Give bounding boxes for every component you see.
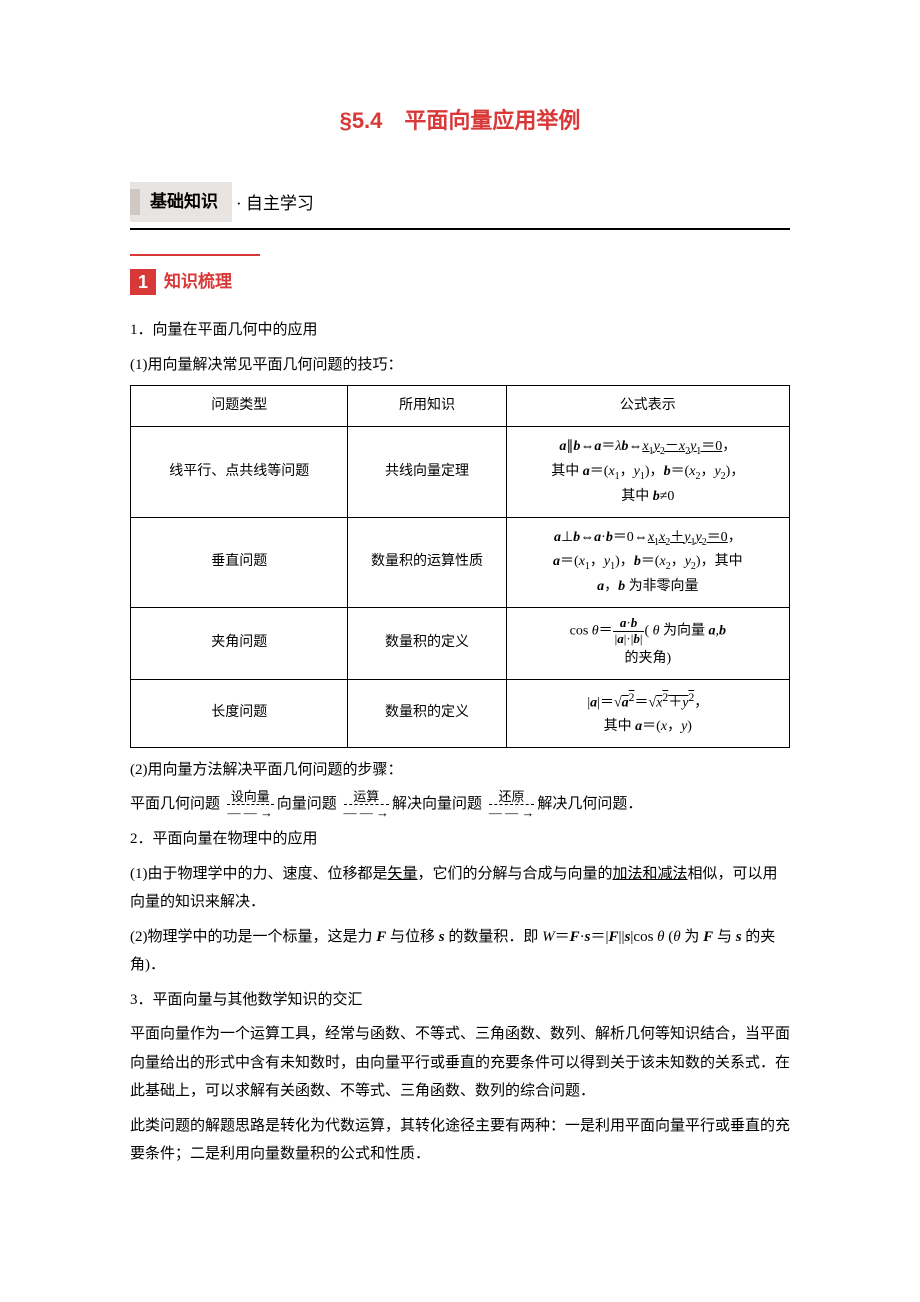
para-2-1: (1)由于物理学中的力、速度、位移都是矢量，它们的分解与合成与向量的加法和减法相…: [130, 860, 790, 917]
cell-formula-perp: a⊥b⇔a·b＝0⇔x1x2＋y1y2＝0， a＝(x1，y1)，b＝(x2，y…: [506, 517, 789, 607]
cell-knowledge: 共线向量定理: [348, 427, 506, 517]
heading-2: 2．平面向量在物理中的应用: [130, 825, 790, 854]
para-3a: 平面向量作为一个运算工具，经常与函数、不等式、三角函数、数列、解析几何等知识结合…: [130, 1020, 790, 1106]
cell-type: 垂直问题: [131, 517, 348, 607]
para-3b: 此类问题的解题思路是转化为代数运算，其转化途径主要有两种：一是利用平面向量平行或…: [130, 1112, 790, 1169]
cell-knowledge: 数量积的运算性质: [348, 517, 506, 607]
section-bar: 基础知识: [130, 182, 232, 222]
th-type: 问题类型: [131, 386, 348, 427]
cell-formula-length: |a|＝√a2＝√x2＋y2， 其中 a＝(x，y): [506, 679, 789, 747]
heading-1: 1．向量在平面几何中的应用: [130, 316, 790, 345]
cell-type: 夹角问题: [131, 607, 348, 679]
para-2-2: (2)物理学中的功是一个标量，这是力 F 与位移 s 的数量积．即 W＝F·s＝…: [130, 923, 790, 980]
heading-1a: (1)用向量解决常见平面几何问题的技巧：: [130, 351, 790, 380]
section-bar-accent: [130, 189, 140, 215]
heading-1b: (2)用向量方法解决平面几何问题的步骤：: [130, 756, 790, 785]
page-title: §5.4 平面向量应用举例: [130, 100, 790, 142]
section-rule: [130, 228, 790, 230]
cell-formula-angle: cos θ＝a·b|a|·|b|( θ 为向量 a,b的夹角): [506, 607, 789, 679]
knowledge-block: 1 知识梳理: [130, 254, 790, 298]
section-sub-label: · 自主学习: [236, 188, 314, 222]
section-main-label: 基础知识: [150, 186, 218, 218]
section-header: 基础知识 · 自主学习: [130, 182, 790, 222]
steps-line: 平面几何问题 设向量— — →向量问题 运算— — →解决向量问题 还原— — …: [130, 790, 790, 819]
table-row: 线平行、点共线等问题 共线向量定理 a∥b⇔a＝λb⇔x1y2－x2y1＝0， …: [131, 427, 790, 517]
th-formula: 公式表示: [506, 386, 789, 427]
table-row: 长度问题 数量积的定义 |a|＝√a2＝√x2＋y2， 其中 a＝(x，y): [131, 679, 790, 747]
cell-type: 长度问题: [131, 679, 348, 747]
cell-knowledge: 数量积的定义: [348, 607, 506, 679]
cell-type: 线平行、点共线等问题: [131, 427, 348, 517]
cell-formula-parallel: a∥b⇔a＝λb⇔x1y2－x2y1＝0， 其中 a＝(x1，y1)，b＝(x2…: [506, 427, 789, 517]
th-knowledge: 所用知识: [348, 386, 506, 427]
knowledge-label: 知识梳理: [164, 266, 232, 298]
table-row: 夹角问题 数量积的定义 cos θ＝a·b|a|·|b|( θ 为向量 a,b的…: [131, 607, 790, 679]
cell-knowledge: 数量积的定义: [348, 679, 506, 747]
techniques-table: 问题类型 所用知识 公式表示 线平行、点共线等问题 共线向量定理 a∥b⇔a＝λ…: [130, 385, 790, 748]
table-head-row: 问题类型 所用知识 公式表示: [131, 386, 790, 427]
heading-3: 3．平面向量与其他数学知识的交汇: [130, 986, 790, 1015]
knowledge-number: 1: [130, 269, 156, 295]
table-row: 垂直问题 数量积的运算性质 a⊥b⇔a·b＝0⇔x1x2＋y1y2＝0， a＝(…: [131, 517, 790, 607]
